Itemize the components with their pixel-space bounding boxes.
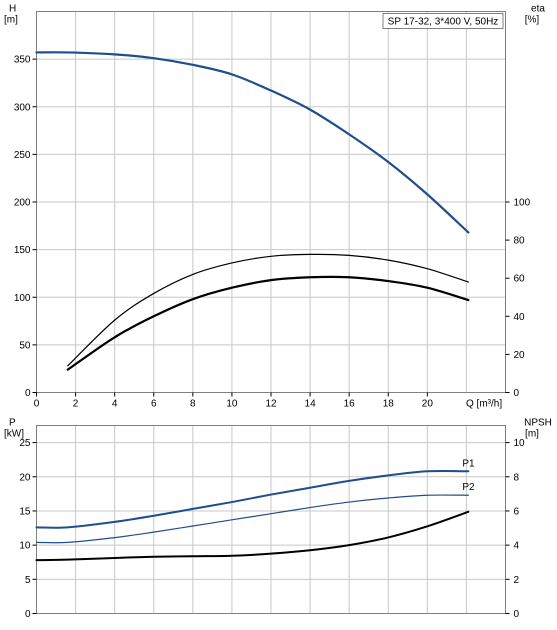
right-tick-label: 40 — [514, 312, 526, 323]
right-tick-label: 10 — [514, 438, 526, 449]
series-line-1-2 — [67, 253, 469, 367]
left-tick-label: 20 — [19, 472, 31, 483]
left-tick-label: 15 — [19, 506, 31, 517]
left-tick-label: 300 — [14, 102, 31, 113]
x-tick-label: 4 — [112, 399, 118, 410]
left-tick-label: 250 — [14, 150, 31, 161]
x-tick-label: 10 — [226, 399, 238, 410]
right-tick-label: 0 — [514, 609, 520, 620]
right-tick-label: 80 — [514, 236, 526, 247]
series-line-1-1 — [35, 51, 470, 234]
left-axis-unit: [m] — [4, 15, 18, 26]
legend-box — [382, 13, 504, 29]
right-tick-label: 60 — [514, 274, 526, 285]
left-tick-label: 0 — [25, 609, 31, 620]
x-tick-label: 16 — [344, 399, 356, 410]
left-axis-title: H — [9, 4, 16, 15]
left-tick-label: 200 — [14, 198, 31, 209]
right-tick-label: 20 — [514, 350, 526, 361]
x-tick-label: 2 — [73, 399, 79, 410]
chart-panel-1: 050100150200250300350020406080100H[m]eta… — [4, 4, 545, 410]
left-tick-label: 5 — [25, 575, 31, 586]
plot-frame — [36, 425, 506, 614]
x-axis-title: Q [m³/h] — [466, 399, 502, 410]
left-tick-label: 25 — [19, 438, 31, 449]
series-line-2-1 — [35, 470, 470, 529]
right-axis-title: NPSH — [524, 418, 552, 429]
x-tick-label: 0 — [34, 399, 40, 410]
left-tick-label: 150 — [14, 245, 31, 256]
right-axis-title: eta — [531, 4, 545, 15]
chart-panel-2: 0 5 10 15 20 25 0 2 4 6 8 10 P[kW] NPSH[m] P1 P2 — [4, 418, 552, 621]
right-axis-unit: [%] — [525, 15, 540, 26]
right-tick-label: 2 — [514, 575, 520, 586]
x-tick-label: 6 — [151, 399, 157, 410]
series-line-2-2 — [35, 494, 469, 544]
series-label-p1: P1 — [462, 458, 475, 469]
right-tick-label: 0 — [514, 388, 520, 399]
right-tick-label: 8 — [514, 472, 520, 483]
left-axis-unit: [kW] — [4, 429, 24, 440]
x-tick-label: 12 — [265, 399, 277, 410]
right-tick-label: 100 — [514, 198, 531, 209]
x-tick-label: 18 — [383, 399, 395, 410]
left-tick-label: 10 — [19, 541, 31, 552]
right-tick-label: 4 — [514, 541, 520, 552]
series-label-p2: P2 — [462, 482, 475, 493]
left-tick-label: 100 — [14, 293, 31, 304]
series-line-2-3 — [35, 510, 470, 562]
left-tick-label: 0 — [25, 388, 31, 399]
series-line-1-3 — [66, 275, 470, 371]
x-tick-label: 20 — [422, 399, 434, 410]
right-tick-label: 6 — [514, 506, 520, 517]
right-axis-unit: [m] — [525, 429, 539, 440]
x-tick-label: 14 — [305, 399, 317, 410]
legend-box-text: SP 17-32, 3*400 V, 50Hz — [388, 17, 499, 28]
left-tick-label: 350 — [14, 55, 31, 66]
left-axis-title: P — [9, 418, 16, 429]
left-tick-label: 50 — [19, 340, 31, 351]
x-tick-label: 8 — [190, 399, 196, 410]
